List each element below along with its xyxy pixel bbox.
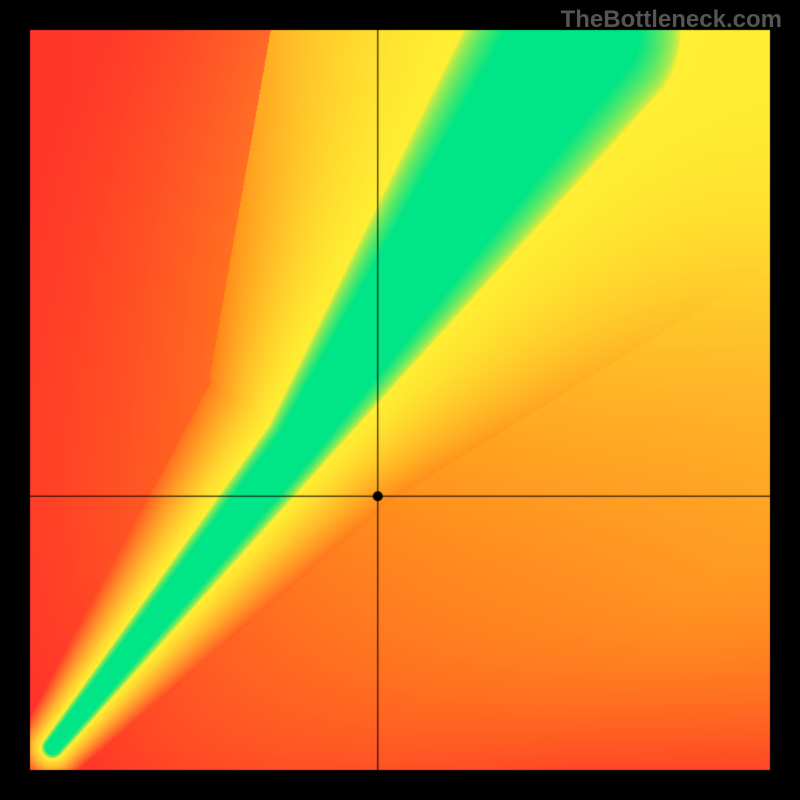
heatmap-canvas (0, 0, 800, 800)
watermark-text: TheBottleneck.com (561, 6, 782, 34)
chart-container: TheBottleneck.com (0, 0, 800, 800)
